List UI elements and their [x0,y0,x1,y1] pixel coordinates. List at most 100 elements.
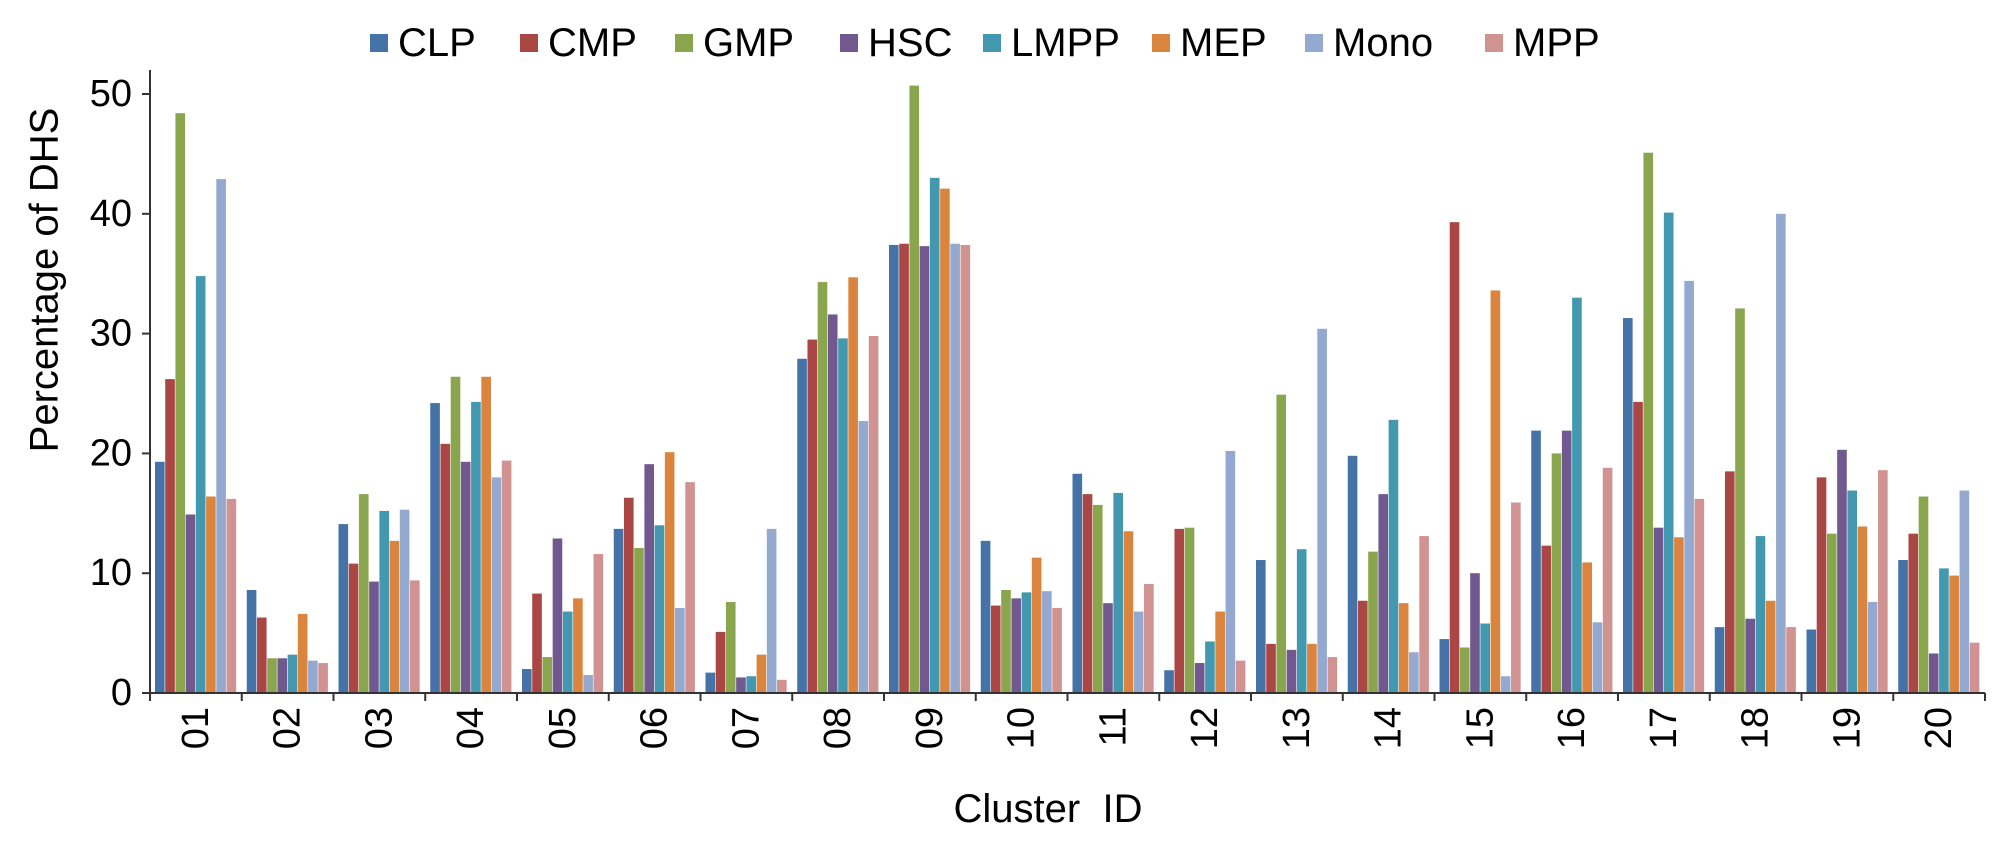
bar-mono-06 [675,607,685,693]
bars-area [155,85,1980,694]
bar-clp-19 [1806,629,1817,693]
bar-mep-01 [206,496,216,693]
bar-cmp-06 [623,497,634,693]
bar-hsc-20 [1928,653,1939,693]
bar-cmp-16 [1541,545,1552,693]
x-tick-label: 07 [725,707,767,749]
bar-hsc-18 [1745,618,1756,693]
legend-label-hsc: HSC [868,21,952,65]
x-tick-label: 10 [1001,707,1043,749]
bar-hsc-03 [369,581,379,693]
bar-mono-02 [308,660,318,693]
bar-gmp-08 [817,282,828,693]
bar-mep-06 [664,452,675,693]
bar-mep-19 [1857,526,1868,693]
legend-label-mpp: MPP [1513,21,1600,65]
bar-mep-12 [1215,611,1225,693]
bar-mpp-10 [1052,607,1062,693]
x-tick-label: 06 [634,707,676,749]
bar-mono-19 [1867,601,1878,693]
bar-cmp-14 [1357,600,1368,693]
bar-cmp-02 [256,617,267,693]
bar-gmp-20 [1918,496,1929,693]
bar-lmpp-09 [929,177,940,694]
bar-cmp-20 [1908,533,1919,693]
bar-hsc-17 [1653,527,1664,693]
bar-gmp-14 [1368,551,1378,693]
bar-gmp-16 [1551,453,1562,693]
bar-mpp-17 [1694,498,1705,693]
x-tick-label: 16 [1551,707,1593,749]
x-tick-label: 04 [450,707,492,749]
bar-hsc-09 [919,246,930,693]
bar-mpp-16 [1602,467,1613,693]
bar-mpp-06 [685,482,695,693]
bar-gmp-03 [358,494,369,693]
bar-lmpp-20 [1939,568,1949,693]
bar-mep-16 [1582,562,1592,693]
legend-swatch-mono [1305,34,1323,52]
x-tick-label: 01 [175,707,217,749]
legend-swatch-clp [370,34,388,52]
bar-mono-17 [1684,280,1694,693]
bar-hsc-02 [277,658,288,693]
bar-mep-09 [940,188,950,693]
bar-mep-03 [389,540,400,693]
bar-cmp-07 [715,631,726,693]
x-tick-label: 15 [1459,707,1501,749]
bar-mpp-18 [1786,627,1796,693]
bar-hsc-08 [827,314,838,693]
bar-mpp-07 [777,679,787,693]
bar-hsc-11 [1103,603,1113,693]
bar-clp-09 [889,244,899,693]
legend-swatch-hsc [840,34,858,52]
bar-mep-20 [1949,575,1959,693]
x-tick-label: 13 [1276,707,1318,749]
x-tick-label: 20 [1918,707,1960,749]
legend-swatch-mpp [1485,34,1503,52]
bar-cmp-08 [807,339,818,693]
bar-mep-05 [573,598,583,693]
legend-label-gmp: GMP [703,21,794,65]
bar-cmp-15 [1449,222,1460,693]
bar-cmp-19 [1816,477,1827,693]
bar-gmp-02 [267,658,277,693]
bar-clp-10 [980,540,991,693]
bar-cmp-17 [1633,401,1643,693]
bar-mono-18 [1776,213,1786,694]
x-tick-label: 09 [909,707,951,749]
bar-hsc-06 [644,464,655,693]
bar-gmp-15 [1459,647,1470,693]
bar-mono-16 [1592,622,1603,693]
bar-gmp-12 [1184,527,1195,693]
y-tick-label: 40 [90,193,132,235]
bar-cmp-11 [1082,494,1093,693]
bar-gmp-18 [1735,308,1745,693]
bar-gmp-13 [1276,394,1287,693]
legend-swatch-cmp [520,34,538,52]
bar-mono-04 [491,477,502,693]
bar-lmpp-06 [654,525,665,693]
bar-lmpp-11 [1113,492,1123,693]
x-tick-label: 18 [1735,707,1777,749]
bar-mpp-01 [226,498,237,693]
bar-mep-07 [756,654,767,693]
bar-gmp-17 [1643,152,1654,693]
bar-hsc-12 [1194,663,1205,693]
bar-cmp-10 [990,605,1001,693]
bar-clp-11 [1072,473,1083,693]
bar-clp-05 [522,669,532,693]
legend: CLP CMP GMP HSC LMPP MEP Mono MPP [370,21,1600,65]
bar-lmpp-12 [1205,641,1215,693]
x-axis-ticks: 01 02 03 04 05 06 07 08 09 10 11 12 13 14 15 16 17 18 19 20 [149,693,1986,749]
bar-gmp-09 [909,85,920,694]
bar-mpp-20 [1969,642,1980,693]
bar-lmpp-19 [1847,490,1857,693]
bar-mep-14 [1398,603,1409,693]
bar-lmpp-10 [1021,592,1032,693]
bar-hsc-01 [185,514,196,693]
x-axis-title: Cluster ID [954,787,1143,831]
bar-mono-03 [399,509,410,693]
bar-clp-03 [338,524,349,693]
bar-lmpp-16 [1572,297,1582,693]
